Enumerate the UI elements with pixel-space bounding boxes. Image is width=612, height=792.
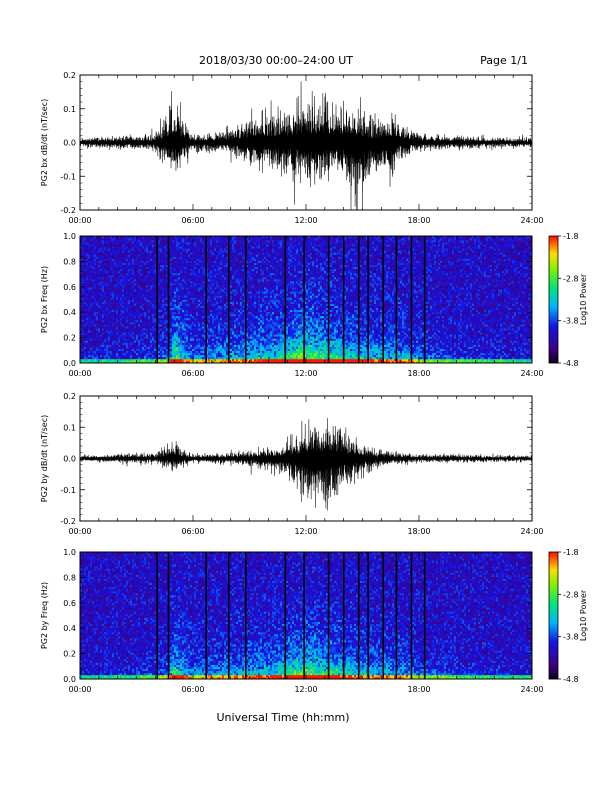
by-dbdt-panel: 0.2 0.1 0.0 -0.1 -0.200:00 06:00 12:00 18:00 24:… [40, 392, 544, 536]
x-tick-label: 18:00 [407, 685, 430, 694]
x-tick-label: 00:00 [68, 527, 91, 536]
x-tick-label: 12:00 [294, 369, 317, 378]
y-axis-label: PG2 by Freq (Hz) [40, 582, 49, 649]
x-tick-label: 06:00 [181, 685, 204, 694]
y-tick-label: 0.0 [63, 139, 76, 148]
x-tick-label: 06:00 [181, 527, 204, 536]
y-tick-label: 0.2 [63, 334, 76, 343]
y-tick-label: 0.4 [63, 308, 76, 317]
x-tick-label: 24:00 [520, 216, 543, 225]
y-tick-label: 0.0 [63, 455, 76, 464]
y-tick-label: 1.0 [63, 548, 76, 557]
colorbar-label: Log10 Power [579, 589, 588, 641]
colorbar-tick-label: -3.8 [563, 633, 579, 642]
x-tick-label: 12:00 [294, 527, 317, 536]
colorbar-tick-label: -1.8 [563, 232, 579, 241]
x-tick-label: 24:00 [520, 369, 543, 378]
x-tick-label: 00:00 [68, 685, 91, 694]
x-tick-label: 12:00 [294, 685, 317, 694]
colorbar: -1.8 -2.8 -3.8 -4.8 Log10 Power [548, 232, 588, 368]
colorbar-tick-label: -4.8 [563, 359, 579, 368]
y-axis-label: PG2 bx Freq (Hz) [40, 266, 49, 333]
y-tick-label: 0.6 [63, 599, 76, 608]
spectrogram-cells [80, 236, 533, 364]
x-tick-label: 06:00 [181, 216, 204, 225]
x-tick-label: 24:00 [520, 685, 543, 694]
bx-dbdt-panel: 0.2 0.1 0.0 -0.1 -0.200:00 06:00 12:00 18:00 24:… [40, 71, 544, 225]
y-tick-label: 0.1 [63, 423, 76, 432]
y-tick-label: 0.1 [63, 105, 76, 114]
figure-title: 2018/03/30 00:00–24:00 UT [199, 54, 353, 67]
colorbar-tick-label: -2.8 [563, 590, 579, 599]
y-tick-label: -0.1 [60, 486, 76, 495]
colorbar-tick-label: -3.8 [563, 317, 579, 326]
x-tick-label: 18:00 [407, 369, 430, 378]
y-tick-label: 0.8 [63, 257, 76, 266]
spectrogram-cells [80, 552, 533, 680]
y-tick-label: 0.8 [63, 573, 76, 582]
colorbar-tick-label: -4.8 [563, 675, 579, 684]
y-tick-label: 0.0 [63, 359, 76, 368]
colorbar-frame [548, 235, 559, 364]
x-axis-label: Universal Time (hh:mm) [217, 711, 350, 724]
x-tick-label: 18:00 [407, 527, 430, 536]
x-tick-label: 06:00 [181, 369, 204, 378]
dbdt-trace [79, 417, 533, 511]
by-spectrogram-panel: -1.8 -2.8 -3.8 -4.8 Log10 Power 1.0 0.8 0.6 0.4 0… [40, 548, 588, 694]
x-tick-label: 12:00 [294, 216, 317, 225]
colorbar: -1.8 -2.8 -3.8 -4.8 Log10 Power [548, 548, 588, 684]
colorbar-tick-label: -2.8 [563, 274, 579, 283]
x-tick-label: 24:00 [520, 527, 543, 536]
y-tick-label: 0.6 [63, 283, 76, 292]
x-tick-label: 00:00 [68, 369, 91, 378]
colorbar-frame [548, 551, 559, 680]
y-axis-label: PG2 by dB/dt (nT/sec) [40, 415, 49, 502]
y-axis-label: PG2 bx dB/dt (nT/sec) [40, 99, 49, 186]
y-tick-label: -0.2 [60, 517, 76, 526]
bx-spectrogram-panel: -1.8 -2.8 -3.8 -4.8 Log10 Power 1.0 0.8 0.6 0.4 0… [40, 232, 588, 378]
y-tick-label: 0.0 [63, 675, 76, 684]
x-tick-label: 00:00 [68, 216, 91, 225]
y-tick-label: 1.0 [63, 232, 76, 241]
y-tick-label: -0.1 [60, 172, 76, 181]
dbdt-trace [79, 81, 533, 211]
y-tick-label: -0.2 [60, 206, 76, 215]
y-tick-label: 0.2 [63, 650, 76, 659]
y-tick-label: 0.2 [63, 392, 76, 401]
colorbar-label: Log10 Power [579, 273, 588, 325]
y-tick-label: 0.2 [63, 71, 76, 80]
x-tick-label: 18:00 [407, 216, 430, 225]
colorbar-tick-label: -1.8 [563, 548, 579, 557]
page-label: Page 1/1 [480, 54, 528, 67]
y-tick-label: 0.4 [63, 624, 76, 633]
